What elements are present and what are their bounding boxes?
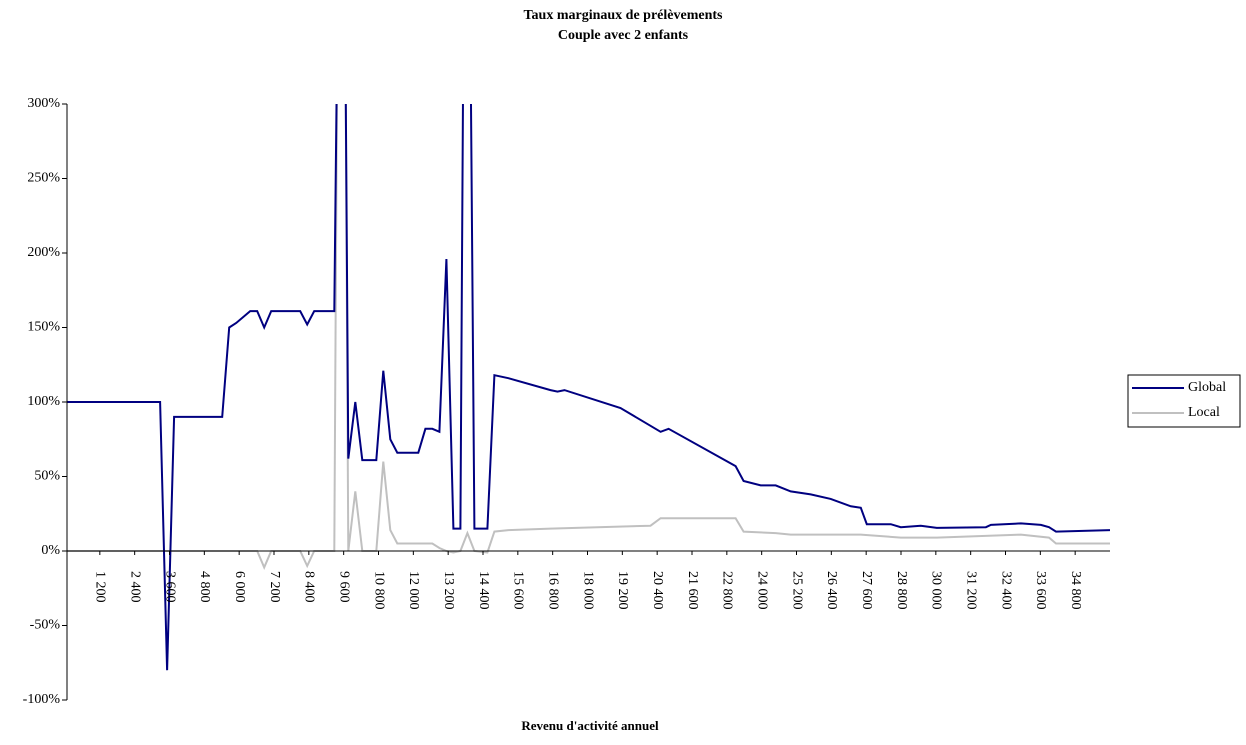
x-tick-label: 19 200	[615, 571, 630, 610]
x-tick-label: 30 000	[929, 571, 944, 610]
y-tick-label: -50%	[30, 618, 61, 633]
y-tick-label: 200%	[27, 245, 60, 260]
legend-label: Local	[1188, 405, 1220, 420]
y-tick-label: -100%	[23, 692, 61, 707]
y-tick-label: 250%	[27, 171, 60, 186]
x-tick-label: 1 200	[93, 571, 108, 603]
x-tick-label: 16 800	[545, 571, 560, 610]
x-tick-label: 28 800	[894, 571, 909, 610]
x-tick-label: 34 800	[1068, 571, 1083, 610]
x-tick-label: 25 200	[789, 571, 804, 610]
x-tick-label: 26 400	[824, 571, 839, 610]
x-axis-label: Revenu d'activité annuel	[521, 718, 659, 733]
series-line	[67, 104, 1110, 570]
y-tick-label: 100%	[27, 394, 60, 409]
legend-label: Global	[1188, 380, 1226, 395]
chart-subtitle: Couple avec 2 enfants	[558, 28, 689, 43]
x-tick-label: 4 800	[197, 571, 212, 603]
series-line	[67, 104, 1111, 671]
y-tick-label: 50%	[34, 469, 60, 484]
x-tick-label: 21 600	[685, 571, 700, 610]
x-tick-label: 9 600	[336, 571, 351, 603]
x-tick-label: 10 800	[371, 571, 386, 610]
x-tick-label: 27 600	[859, 571, 874, 610]
x-tick-label: 22 800	[720, 571, 735, 610]
x-tick-label: 2 400	[127, 571, 142, 603]
x-tick-label: 18 000	[580, 571, 595, 610]
x-tick-label: 14 400	[476, 571, 491, 610]
x-tick-label: 8 400	[302, 571, 317, 603]
x-tick-label: 3 600	[162, 571, 177, 603]
y-tick-label: 150%	[27, 320, 60, 335]
x-tick-label: 15 600	[511, 571, 526, 610]
x-tick-label: 20 400	[650, 571, 665, 610]
y-tick-label: 0%	[41, 543, 60, 558]
x-tick-label: 6 000	[232, 571, 247, 603]
x-tick-label: 12 000	[406, 571, 421, 610]
chart-title: Taux marginaux de prélèvements	[524, 8, 724, 23]
x-tick-label: 7 200	[267, 571, 282, 603]
x-tick-label: 33 600	[1033, 571, 1048, 610]
x-tick-label: 32 400	[998, 571, 1013, 610]
legend-box	[1127, 374, 1241, 428]
y-tick-label: 300%	[27, 96, 60, 111]
x-tick-label: 31 200	[963, 571, 978, 610]
x-tick-label: 13 200	[441, 571, 456, 610]
x-tick-label: 24 000	[754, 571, 769, 610]
